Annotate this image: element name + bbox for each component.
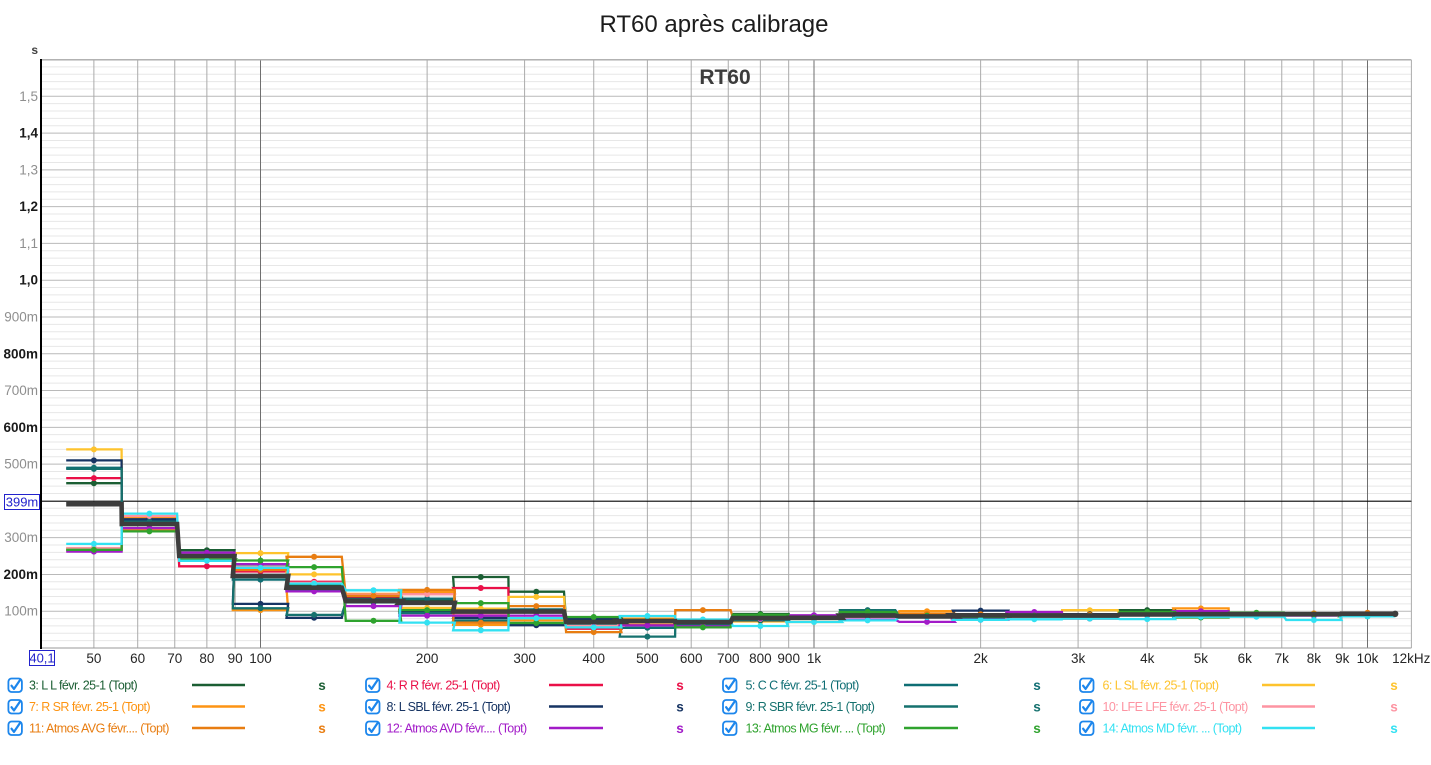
svg-text:RT60: RT60: [699, 66, 750, 89]
svg-text:s: s: [1390, 678, 1398, 693]
svg-text:4k: 4k: [1140, 651, 1155, 666]
svg-text:4: R R févr. 25-1 (Topt): 4: R R févr. 25-1 (Topt): [387, 679, 501, 693]
svg-text:1k: 1k: [807, 651, 822, 666]
svg-text:3k: 3k: [1071, 651, 1086, 666]
svg-text:300m: 300m: [4, 530, 38, 545]
svg-text:6k: 6k: [1238, 651, 1253, 666]
svg-text:800m: 800m: [3, 346, 38, 361]
svg-text:s: s: [1033, 678, 1041, 693]
svg-text:600m: 600m: [3, 420, 38, 435]
svg-text:s: s: [1033, 699, 1041, 714]
svg-text:70: 70: [167, 651, 182, 666]
svg-text:600: 600: [680, 651, 703, 666]
svg-text:800: 800: [749, 651, 772, 666]
svg-text:s: s: [318, 721, 326, 736]
svg-text:11: Atmos AVG févr.... (Topt): 11: Atmos AVG févr.... (Topt): [29, 722, 169, 736]
svg-text:500: 500: [636, 651, 659, 666]
svg-text:10k: 10k: [1357, 651, 1379, 666]
svg-text:5: C C févr. 25-1 (Topt): 5: C C févr. 25-1 (Topt): [746, 679, 860, 693]
svg-text:s: s: [1390, 699, 1398, 714]
svg-text:100: 100: [249, 651, 272, 666]
svg-text:7k: 7k: [1275, 651, 1290, 666]
svg-text:1,4: 1,4: [19, 126, 38, 141]
svg-text:900: 900: [777, 651, 800, 666]
svg-text:2k: 2k: [973, 651, 988, 666]
svg-text:RT60 après calibrage: RT60 après calibrage: [599, 11, 828, 38]
svg-text:40,1: 40,1: [29, 651, 54, 666]
svg-text:400: 400: [582, 651, 605, 666]
svg-text:3: L L févr. 25-1 (Topt): 3: L L févr. 25-1 (Topt): [29, 679, 138, 693]
svg-text:12kHz: 12kHz: [1392, 651, 1431, 666]
svg-text:6: L SL févr. 25-1 (Topt): 6: L SL févr. 25-1 (Topt): [1103, 679, 1219, 693]
svg-text:12: Atmos AVD févr.... (Topt): 12: Atmos AVD févr.... (Topt): [387, 722, 528, 736]
svg-text:100m: 100m: [4, 604, 38, 619]
svg-text:1,0: 1,0: [19, 273, 38, 288]
svg-text:13: Atmos MG févr. ... (Topt): 13: Atmos MG févr. ... (Topt): [746, 722, 886, 736]
svg-text:s: s: [1033, 721, 1041, 736]
svg-text:s: s: [318, 678, 326, 693]
svg-text:s: s: [676, 699, 684, 714]
svg-text:900m: 900m: [4, 310, 38, 325]
svg-text:s: s: [676, 678, 684, 693]
svg-text:s: s: [676, 721, 684, 736]
svg-text:300: 300: [513, 651, 536, 666]
svg-text:s: s: [318, 699, 326, 714]
svg-text:1,2: 1,2: [19, 199, 38, 214]
svg-text:5k: 5k: [1194, 651, 1209, 666]
svg-text:1,1: 1,1: [19, 236, 38, 251]
svg-text:1,3: 1,3: [19, 162, 38, 177]
svg-text:90: 90: [228, 651, 243, 666]
svg-text:700m: 700m: [4, 383, 38, 398]
svg-text:500m: 500m: [4, 457, 38, 472]
svg-text:9: R SBR févr. 25-1 (Topt): 9: R SBR févr. 25-1 (Topt): [746, 700, 875, 714]
svg-text:8k: 8k: [1307, 651, 1322, 666]
svg-text:50: 50: [86, 651, 101, 666]
svg-text:80: 80: [199, 651, 214, 666]
svg-text:1,5: 1,5: [19, 89, 38, 104]
svg-text:700: 700: [717, 651, 740, 666]
svg-text:8: L SBL févr. 25-1 (Topt): 8: L SBL févr. 25-1 (Topt): [387, 700, 511, 714]
svg-text:14: Atmos MD févr. ... (Topt): 14: Atmos MD févr. ... (Topt): [1103, 722, 1242, 736]
svg-text:s: s: [1390, 721, 1398, 736]
svg-text:9k: 9k: [1335, 651, 1350, 666]
svg-text:7: R SR févr. 25-1 (Topt): 7: R SR févr. 25-1 (Topt): [29, 700, 150, 714]
svg-text:200m: 200m: [3, 567, 38, 582]
svg-text:60: 60: [130, 651, 145, 666]
svg-text:200: 200: [416, 651, 439, 666]
svg-text:s: s: [31, 43, 38, 57]
svg-text:399m: 399m: [6, 495, 39, 510]
svg-text:10: LFE LFE févr. 25-1 (Topt): 10: LFE LFE févr. 25-1 (Topt): [1103, 700, 1249, 714]
